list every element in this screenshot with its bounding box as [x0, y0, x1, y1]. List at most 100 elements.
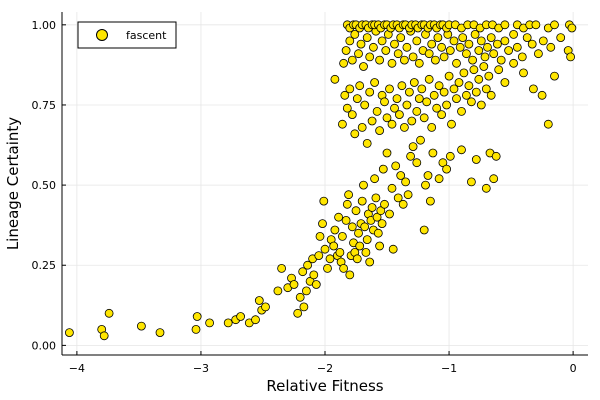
data-point: [382, 148, 392, 158]
data-point: [412, 158, 422, 168]
data-point: [500, 20, 510, 30]
data-point: [340, 90, 350, 100]
data-point: [481, 84, 491, 94]
data-point: [504, 46, 514, 55]
data-point: [391, 161, 401, 171]
data-point: [434, 174, 444, 184]
data-point: [474, 74, 484, 84]
data-point: [388, 244, 398, 254]
data-point: [538, 36, 548, 46]
data-point: [393, 193, 403, 203]
data-point: [396, 33, 406, 42]
data-point: [337, 119, 347, 129]
data-point: [375, 126, 385, 136]
data-point: [191, 324, 201, 334]
data-point: [192, 312, 202, 321]
data-point: [469, 65, 479, 75]
data-point: [371, 193, 381, 203]
data-point: [452, 94, 461, 103]
data-point: [315, 231, 325, 241]
data-point: [339, 58, 349, 68]
data-point: [314, 251, 324, 261]
data-point: [359, 62, 368, 71]
data-point: [442, 164, 452, 174]
data-point: [470, 30, 480, 39]
data-point: [458, 33, 468, 42]
data-point: [404, 87, 414, 97]
data-point: [517, 52, 527, 62]
data-point: [155, 328, 165, 338]
x-axis-title: Relative Fitness: [266, 377, 383, 395]
data-point: [423, 171, 433, 180]
data-point: [522, 33, 532, 42]
data-point: [449, 84, 459, 94]
data-point: [409, 78, 419, 87]
data-point: [362, 235, 372, 245]
data-point: [449, 36, 459, 46]
data-point: [428, 148, 438, 158]
tick-labels: −4 −3 −2 −1 0 0.00 0.25 0.50 0.75 1.00: [32, 19, 577, 375]
data-point: [335, 247, 345, 257]
data-point: [380, 199, 389, 209]
data-point: [427, 39, 437, 49]
data-point: [452, 58, 461, 68]
data-point: [494, 65, 504, 75]
data-point: [543, 119, 553, 129]
data-point: [377, 219, 387, 229]
data-point: [491, 151, 501, 161]
x-tick-label: −1: [441, 362, 457, 375]
data-point: [136, 321, 146, 331]
y-tick-label: 0.75: [32, 99, 57, 112]
data-point: [566, 52, 575, 62]
data-point: [372, 212, 382, 222]
data-point: [567, 23, 577, 33]
data-point: [309, 270, 319, 280]
data-point: [429, 90, 439, 100]
data-point: [385, 209, 394, 219]
data-point: [387, 183, 397, 193]
data-point: [437, 42, 447, 52]
data-point: [466, 97, 476, 107]
data-point: [367, 203, 377, 212]
data-point: [378, 164, 388, 174]
data-point: [433, 33, 443, 42]
data-point: [537, 90, 547, 100]
data-point: [329, 241, 339, 251]
data-point: [375, 55, 385, 65]
data-point: [419, 225, 429, 235]
data-point: [492, 39, 502, 49]
data-point: [550, 20, 559, 30]
data-point: [476, 100, 486, 110]
y-tick-label: 0.50: [32, 179, 57, 192]
y-tick-label: 0.25: [32, 259, 57, 272]
data-point: [344, 190, 354, 200]
data-point: [444, 71, 454, 81]
data-point: [376, 206, 386, 216]
data-point: [424, 74, 434, 84]
data-point: [341, 215, 351, 225]
data-point: [461, 49, 471, 59]
data-point: [392, 94, 402, 103]
data-point: [390, 103, 399, 113]
data-point: [330, 225, 340, 235]
data-point: [531, 20, 541, 30]
data-point: [546, 42, 556, 52]
data-point: [464, 39, 474, 49]
data-point: [299, 302, 309, 312]
data-point: [445, 151, 455, 161]
data-point: [454, 78, 464, 87]
data-point: [337, 231, 347, 241]
data-point: [342, 103, 352, 113]
data-point: [519, 68, 528, 78]
y-axis-title: Lineage Certainty: [4, 117, 22, 250]
data-point: [527, 39, 537, 49]
data-point: [468, 55, 478, 65]
data-point: [466, 177, 476, 187]
data-point: [334, 212, 344, 222]
data-point: [481, 183, 491, 193]
data-point: [390, 39, 399, 49]
data-point: [330, 74, 340, 84]
data-point: [550, 71, 559, 81]
data-point: [427, 123, 437, 132]
data-point: [319, 196, 329, 206]
